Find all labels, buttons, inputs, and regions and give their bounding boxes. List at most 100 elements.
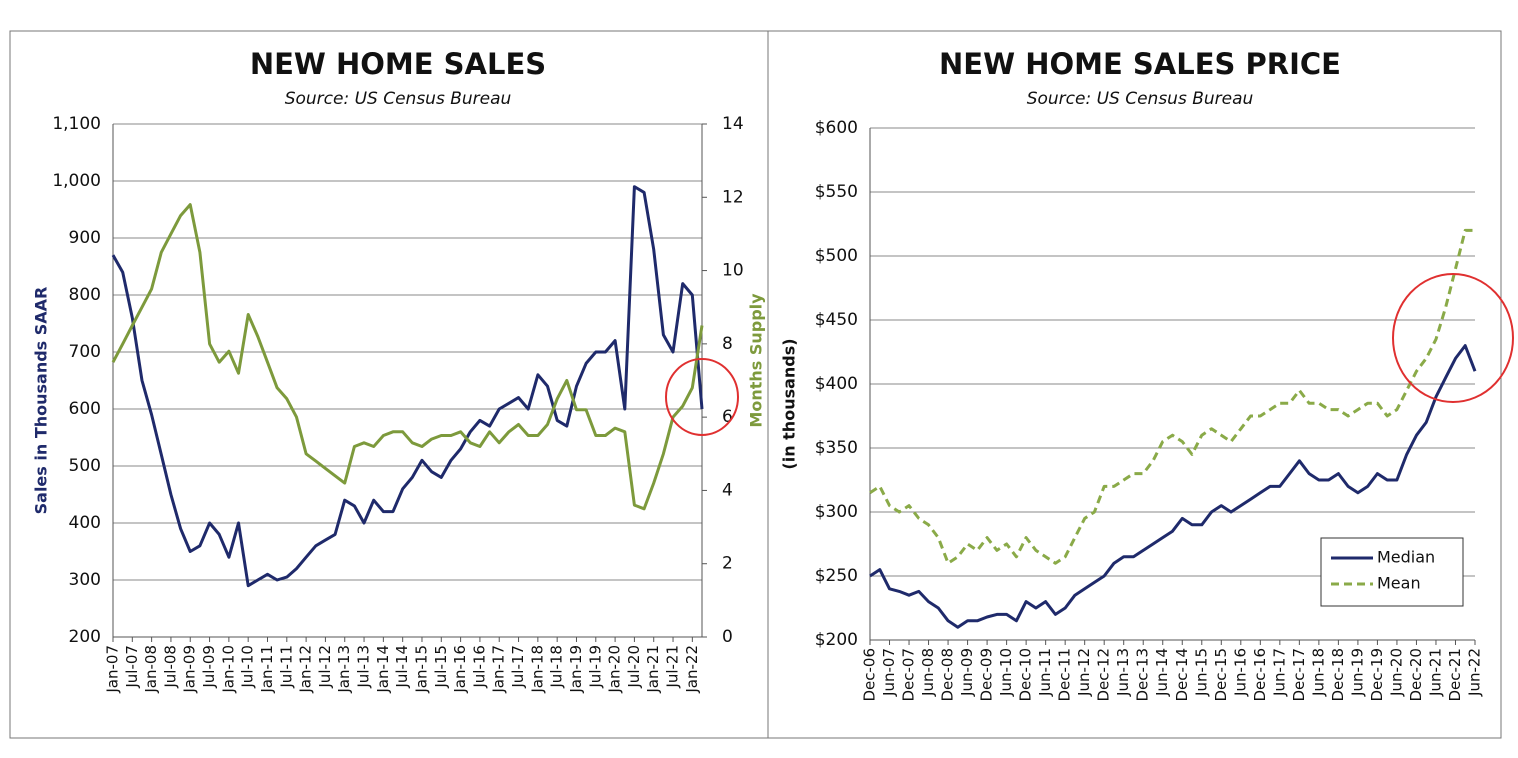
y-tick-label: 1,000 [52,171,101,191]
x-tick-label: Jul-10 [239,645,257,689]
y2-tick-label: 6 [722,407,733,427]
x-tick-label: Jun-13 [1114,648,1132,697]
x-tick-label: Jul-11 [277,645,295,689]
series-line [869,228,1475,565]
x-tick-label: Jan-16 [451,645,469,694]
x-tick-label: Jul-08 [161,645,179,689]
y2-tick-label: 0 [722,627,733,647]
y-axis-label: (in thousands) [780,338,799,469]
x-tick-label: Jan-19 [567,645,585,694]
legend-label: Median [1377,548,1435,567]
x-tick-label: Jun-19 [1348,648,1366,697]
y-tick-label: $300 [815,502,858,522]
x-tick-label: Jun-10 [997,648,1015,697]
x-tick-label: Dec-09 [978,648,996,702]
y-tick-label: $200 [815,630,858,650]
x-tick-label: Dec-20 [1407,648,1425,702]
series-line [111,203,704,511]
x-tick-label: Jan-22 [683,645,701,694]
x-tick-label: Jun-09 [958,648,976,697]
x-tick-label: Jan-07 [104,645,122,694]
x-tick-label: Jul-09 [200,645,218,689]
y-tick-label: $350 [815,438,858,458]
chart-subtitle: Source: US Census Bureau [285,89,512,109]
chart-title: NEW HOME SALES [250,47,546,81]
x-tick-label: Jul-07 [123,645,141,689]
legend-box [1320,537,1464,607]
x-tick-label: Jan-10 [219,645,237,694]
y2-tick-label: 10 [722,261,744,281]
x-tick-label: Dec-15 [1212,648,1230,702]
y-tick-label: 700 [69,342,101,362]
legend-label: Mean [1377,574,1421,593]
x-tick-label: Jul-20 [625,645,643,689]
y-tick-label: $600 [815,118,858,138]
x-tick-label: Jan-12 [297,645,315,694]
x-tick-label: Dec-19 [1368,648,1386,702]
y2-axis-label: Months Supply [747,293,766,428]
y-tick-label: $500 [815,246,858,266]
y2-tick-label: 12 [722,187,744,207]
series-line [869,344,1477,629]
x-tick-label: Jul-16 [470,645,488,689]
x-tick-label: Jun-15 [1192,648,1210,697]
x-tick-label: Jun-17 [1270,648,1288,697]
x-tick-label: Jun-08 [919,648,937,697]
x-tick-label: Jan-21 [644,645,662,694]
x-tick-label: Dec-06 [861,648,879,702]
x-tick-label: Jun-07 [880,648,898,697]
y-tick-label: 300 [69,570,101,590]
x-tick-label: Dec-12 [1095,648,1113,702]
y-tick-label: 1,100 [52,114,101,134]
x-tick-label: Dec-17 [1290,648,1308,702]
x-tick-label: Jul-21 [664,645,682,689]
y-tick-label: 200 [69,627,101,647]
highlight-circle [665,358,739,436]
x-tick-label: Jan-18 [528,645,546,694]
x-tick-label: Dec-08 [939,648,957,702]
series-line [111,185,704,588]
x-tick-label: Jul-19 [586,645,604,689]
x-tick-label: Dec-16 [1251,648,1269,702]
x-tick-label: Jan-11 [258,645,276,694]
x-tick-label: Jul-12 [316,645,334,689]
x-tick-label: Dec-18 [1329,648,1347,702]
y-tick-label: $450 [815,310,858,330]
x-tick-label: Jan-17 [490,645,508,694]
x-tick-label: Jul-14 [393,645,411,689]
y-tick-label: $250 [815,566,858,586]
x-tick-label: Jun-14 [1153,648,1171,697]
y-tick-label: $550 [815,182,858,202]
x-tick-label: Jul-17 [509,645,527,689]
x-tick-label: Jan-08 [142,645,160,694]
x-tick-label: Dec-14 [1173,648,1191,702]
x-tick-label: Dec-11 [1056,648,1074,702]
highlight-circle [1392,273,1514,403]
y-tick-label: 500 [69,456,101,476]
x-tick-label: Dec-07 [900,648,918,702]
x-tick-label: Dec-13 [1134,648,1152,702]
y-tick-label: 400 [69,513,101,533]
y-tick-label: $400 [815,374,858,394]
x-tick-label: Jun-11 [1036,648,1054,697]
x-tick-label: Jun-21 [1426,648,1444,697]
chart-subtitle: Source: US Census Bureau [1027,89,1254,109]
x-tick-label: Jun-22 [1466,648,1484,697]
x-tick-label: Jan-15 [412,645,430,694]
x-tick-label: Jul-13 [355,645,373,689]
x-tick-label: Jan-20 [606,645,624,694]
x-tick-label: Jan-13 [335,645,353,694]
y2-tick-label: 14 [722,114,744,134]
y-tick-label: 900 [69,228,101,248]
x-tick-label: Jan-14 [374,645,392,694]
y2-tick-label: 2 [722,554,733,574]
x-tick-label: Dec-21 [1446,648,1464,702]
y2-tick-label: 8 [722,334,733,354]
x-tick-label: Dec-10 [1017,648,1035,702]
frame [9,30,1502,739]
x-tick-label: Jun-18 [1309,648,1327,697]
chart-title: NEW HOME SALES PRICE [939,47,1341,81]
x-tick-label: Jul-15 [432,645,450,689]
